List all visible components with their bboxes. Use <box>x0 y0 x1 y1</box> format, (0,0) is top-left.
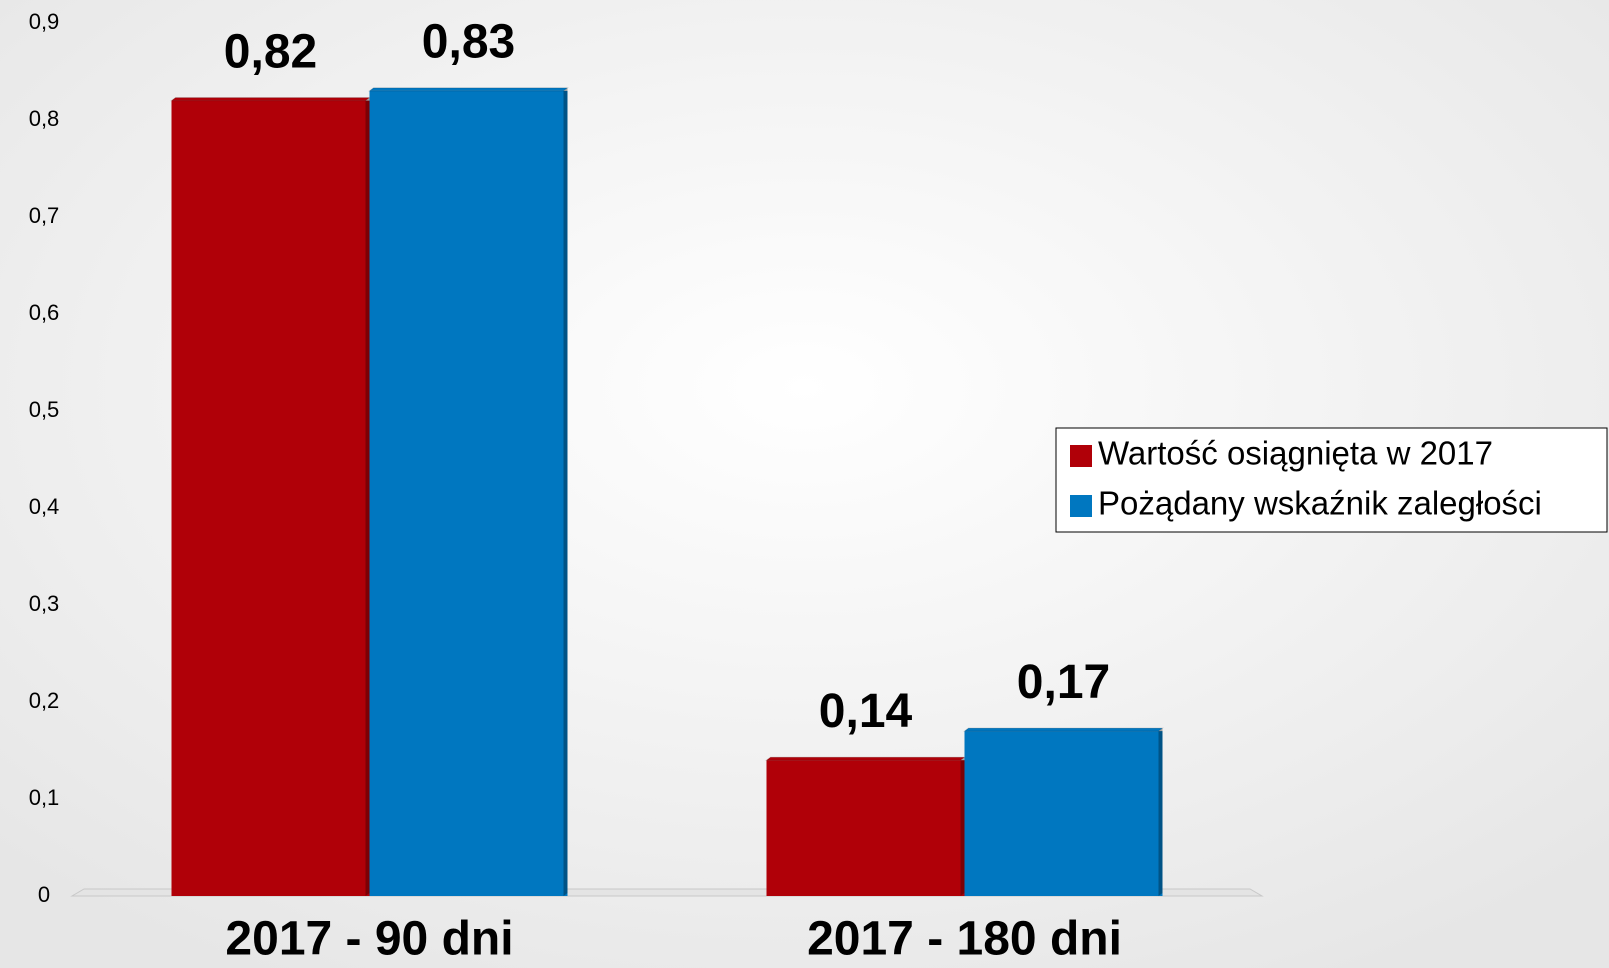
y-tick-label: 0,6 <box>29 300 60 325</box>
bar <box>964 731 1163 896</box>
value-label: 0,83 <box>422 16 515 69</box>
x-tick-label: 2017 - 180 dni <box>807 913 1122 966</box>
y-tick-label: 0,2 <box>29 688 60 713</box>
bar-top <box>368 87 569 92</box>
legend-label: Pożądany wskaźnik zaległości <box>1098 485 1542 522</box>
legend-box <box>1055 427 1608 533</box>
bar-side <box>365 97 370 897</box>
legend-label: Wartość osiągnięta w 2017 <box>1098 435 1493 472</box>
y-tick-label: 0,1 <box>29 785 60 810</box>
bar-top <box>963 727 1164 732</box>
bar <box>171 100 370 897</box>
bar-side <box>960 757 965 896</box>
bar <box>766 760 965 896</box>
x-tick-label: 2017 - 90 dni <box>225 913 513 966</box>
y-tick-label: 0 <box>38 882 50 907</box>
bar-top <box>170 97 371 102</box>
legend-swatch <box>1070 445 1092 467</box>
bar-top <box>765 756 966 761</box>
value-label: 0,14 <box>819 685 913 738</box>
y-tick-label: 0,8 <box>29 106 60 131</box>
legend-swatch <box>1070 495 1092 517</box>
y-tick-label: 0,7 <box>29 203 60 228</box>
y-tick-label: 0,4 <box>29 494 60 519</box>
y-tick-label: 0,9 <box>29 9 60 34</box>
bar <box>369 90 568 896</box>
value-label: 0,82 <box>224 25 317 78</box>
bar-side <box>563 87 568 896</box>
y-tick-label: 0,5 <box>29 397 60 422</box>
bar-side <box>1158 728 1163 896</box>
y-tick-label: 0,3 <box>29 591 60 616</box>
value-label: 0,17 <box>1017 656 1110 709</box>
